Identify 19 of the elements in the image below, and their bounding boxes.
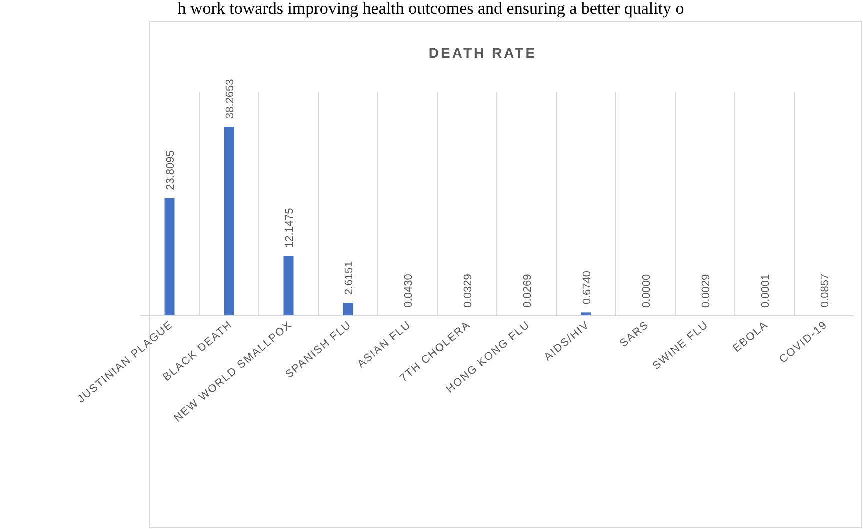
data-label: 0.0000	[640, 274, 653, 308]
bar	[224, 127, 234, 316]
text: h work towards improving health outcomes and ensuring a better quality o	[178, 0, 684, 18]
data-label: 0.0857	[819, 274, 832, 308]
data-label: 0.6740	[581, 271, 594, 305]
bar	[581, 312, 592, 316]
data-label: 0.0001	[760, 274, 772, 308]
data-label: 0.0269	[522, 274, 534, 308]
data-label: 0.0430	[402, 274, 415, 308]
data-label: 0.0029	[700, 274, 712, 308]
data-label: 38.2653	[224, 79, 236, 119]
data-label: 12.1475	[284, 208, 296, 248]
data-label: 23.8095	[164, 150, 177, 190]
data-label: 0.0329	[462, 274, 474, 308]
data-label: 2.6151	[343, 261, 356, 296]
bar	[284, 256, 294, 316]
chart-title: DEATH RATE	[428, 45, 538, 61]
bar	[164, 198, 175, 316]
bar	[343, 303, 354, 316]
